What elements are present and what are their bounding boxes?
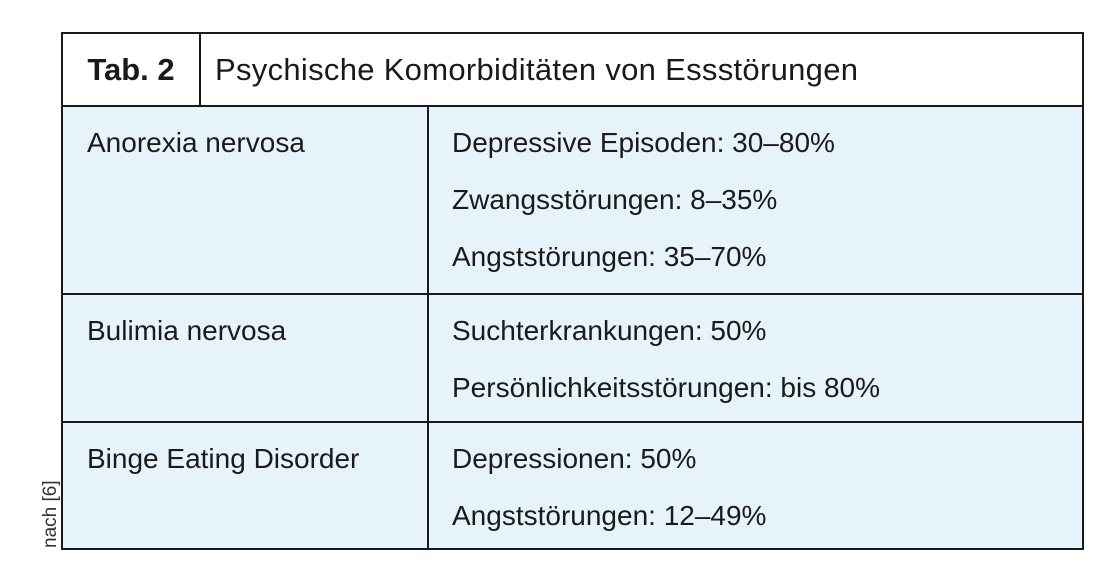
table-number: Tab. 2 <box>63 34 201 105</box>
column-divider <box>427 107 429 548</box>
source-note: nach [6] <box>40 480 61 548</box>
comorbidity-item: Angststörungen: 35–70% <box>452 241 767 272</box>
comorbidity-item: Angststörungen: 12–49% <box>452 500 767 531</box>
comorbidity-item: Zwangsstörungen: 8–35% <box>452 184 778 215</box>
disorder-cell: Bulimia nervosa <box>87 315 287 346</box>
comorbidity-table: Tab. 2 Psychische Komorbiditäten von Ess… <box>61 32 1084 550</box>
table-title-row: Tab. 2 Psychische Komorbiditäten von Ess… <box>63 34 1082 107</box>
disorder-cell: Binge Eating Disorder <box>87 443 360 474</box>
comorbidity-item: Depressive Episoden: 30–80% <box>452 127 835 158</box>
disorder-cell: Anorexia nervosa <box>87 127 305 158</box>
comorbidity-item: Persönlichkeitsstörungen: bis 80% <box>452 372 881 403</box>
table-title: Psychische Komorbiditäten von Essstörung… <box>215 51 859 87</box>
table-row: Bulimia nervosa Suchterkrankungen: 50% P… <box>63 295 1082 423</box>
comorbidity-item: Depressionen: 50% <box>452 443 697 474</box>
table-row: Binge Eating Disorder Depressionen: 50% … <box>63 423 1082 548</box>
comorbidity-item: Suchterkrankungen: 50% <box>452 315 767 346</box>
table-row: Anorexia nervosa Depressive Episoden: 30… <box>63 107 1082 295</box>
